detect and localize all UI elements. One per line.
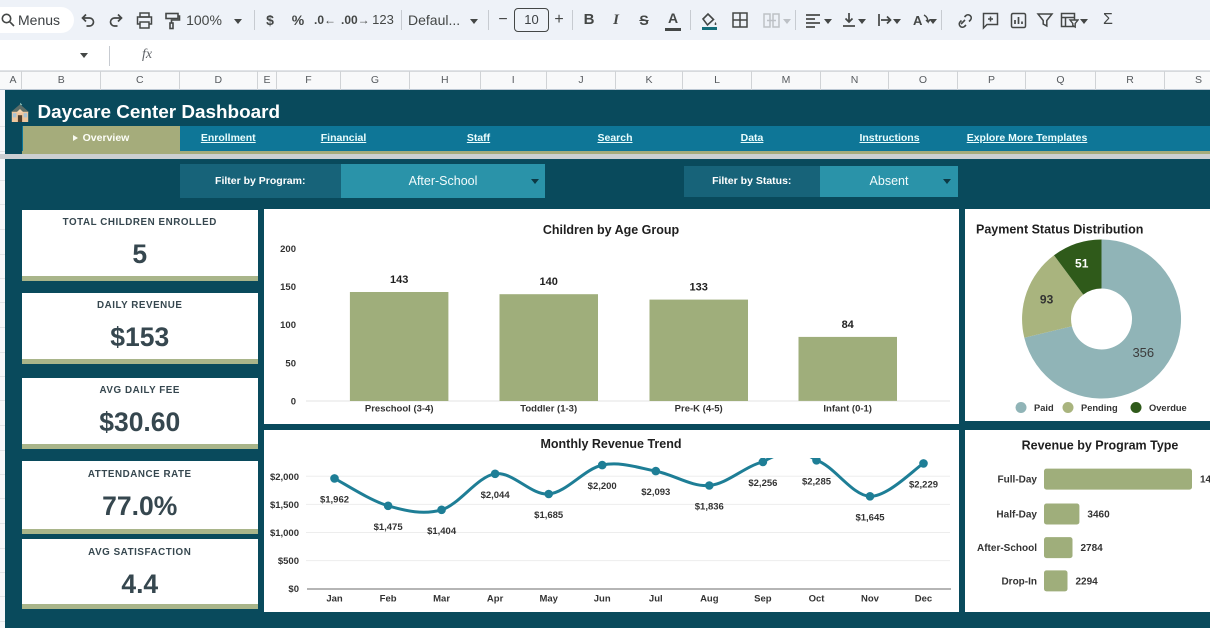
svg-text:Sep: Sep [754, 594, 772, 605]
svg-text:140: 140 [540, 276, 558, 288]
svg-text:Monthly Revenue Trend: Monthly Revenue Trend [541, 437, 682, 451]
svg-text:Paid: Paid [1034, 403, 1054, 413]
svg-text:84: 84 [842, 319, 855, 331]
svg-text:Aug: Aug [700, 594, 719, 605]
svg-text:Jun: Jun [594, 594, 611, 605]
svg-text:2294: 2294 [1076, 576, 1099, 587]
svg-text:133: 133 [690, 282, 708, 294]
svg-text:Preschool (3-4): Preschool (3-4) [365, 404, 434, 415]
svg-text:$1,836: $1,836 [695, 502, 724, 513]
svg-text:$1,685: $1,685 [534, 510, 564, 521]
svg-text:After-School: After-School [977, 543, 1037, 554]
svg-text:100: 100 [280, 320, 296, 331]
svg-text:Feb: Feb [380, 594, 397, 605]
svg-text:Children by Age Group: Children by Age Group [543, 223, 680, 237]
svg-text:$1,500: $1,500 [270, 500, 299, 511]
svg-text:Mar: Mar [433, 594, 450, 605]
svg-text:Pre-K (4-5): Pre-K (4-5) [675, 404, 723, 415]
svg-text:0: 0 [291, 397, 296, 408]
svg-text:150: 150 [280, 282, 296, 293]
svg-text:Pending: Pending [1081, 403, 1118, 413]
svg-text:Half-Day: Half-Day [996, 510, 1037, 521]
svg-text:$2,285: $2,285 [802, 476, 832, 487]
svg-text:$2,229: $2,229 [909, 479, 938, 490]
svg-text:2784: 2784 [1081, 543, 1104, 554]
svg-text:$1,000: $1,000 [270, 528, 299, 539]
svg-text:$1,475: $1,475 [374, 522, 404, 533]
svg-text:Oct: Oct [809, 594, 826, 605]
svg-text:$2,044: $2,044 [481, 490, 511, 501]
svg-text:Overdue: Overdue [1149, 403, 1187, 413]
svg-text:Toddler (1-3): Toddler (1-3) [520, 404, 577, 415]
svg-text:Jul: Jul [649, 594, 663, 605]
svg-text:Full-Day: Full-Day [998, 475, 1038, 486]
svg-text:143: 143 [390, 274, 408, 286]
svg-text:Revenue by Program Type: Revenue by Program Type [1022, 439, 1179, 453]
svg-text:51: 51 [1075, 257, 1089, 271]
svg-text:356: 356 [1132, 345, 1154, 360]
svg-text:$500: $500 [278, 556, 299, 567]
svg-text:Infant (0-1): Infant (0-1) [823, 404, 872, 415]
svg-text:Apr: Apr [487, 594, 504, 605]
svg-text:$2,000: $2,000 [270, 472, 299, 483]
svg-text:$0: $0 [288, 584, 299, 595]
svg-text:Drop-In: Drop-In [1001, 576, 1037, 587]
svg-text:200: 200 [280, 244, 296, 255]
svg-text:14460: 14460 [1200, 475, 1210, 486]
svg-text:50: 50 [285, 358, 296, 369]
svg-text:May: May [539, 594, 558, 605]
svg-text:Jan: Jan [326, 594, 343, 605]
svg-text:$1,962: $1,962 [320, 494, 349, 505]
svg-text:Dec: Dec [915, 594, 932, 605]
svg-text:3460: 3460 [1087, 510, 1110, 521]
svg-text:A: A [913, 13, 923, 28]
svg-text:93: 93 [1040, 292, 1054, 306]
svg-text:$2,256: $2,256 [748, 478, 777, 489]
svg-text:$1,404: $1,404 [427, 526, 457, 537]
svg-text:$1,645: $1,645 [855, 512, 885, 523]
svg-text:$2,093: $2,093 [641, 487, 670, 498]
svg-text:Nov: Nov [861, 594, 880, 605]
svg-text:$2,200: $2,200 [588, 481, 617, 492]
svg-text:Payment Status Distribution: Payment Status Distribution [976, 223, 1143, 237]
